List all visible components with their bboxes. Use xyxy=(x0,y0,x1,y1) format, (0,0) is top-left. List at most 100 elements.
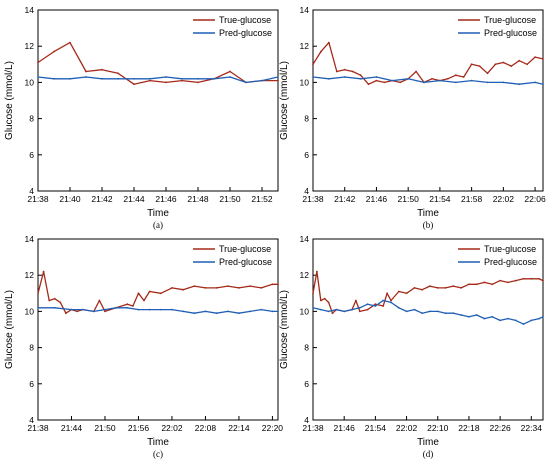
data-point xyxy=(327,310,330,313)
data-point xyxy=(462,76,465,78)
data-point xyxy=(415,70,417,73)
data-point xyxy=(526,63,528,66)
y-tick-label: 14 xyxy=(300,5,310,15)
y-tick-label: 8 xyxy=(304,343,309,353)
x-tick-label: 22:02 xyxy=(396,423,418,433)
data-point xyxy=(454,81,457,84)
plot-frame xyxy=(37,9,279,192)
data-point xyxy=(271,310,274,313)
y-tick-label: 6 xyxy=(29,150,34,160)
legend-entry: True-glucose xyxy=(219,15,271,25)
data-point xyxy=(277,310,279,313)
data-point xyxy=(37,292,39,295)
data-point xyxy=(70,308,73,311)
data-point xyxy=(374,305,377,307)
y-axis-label: Glucose (mmol/L) xyxy=(279,61,290,140)
y-tick-label: 6 xyxy=(304,379,309,389)
data-point xyxy=(538,317,540,320)
data-point xyxy=(399,81,402,84)
x-tick-label: 22:34 xyxy=(521,423,543,433)
x-tick-label: 21:46 xyxy=(366,194,388,204)
y-tick-label: 4 xyxy=(304,415,309,425)
y-axis-label: Glucose (mmol/L) xyxy=(4,61,15,140)
data-point xyxy=(98,299,101,302)
x-tick-label: 21:54 xyxy=(429,194,451,204)
data-point xyxy=(436,310,439,313)
x-tick-label: 21:46 xyxy=(334,423,356,433)
data-point xyxy=(69,41,71,44)
data-point xyxy=(226,310,229,313)
data-point xyxy=(439,79,441,82)
x-tick-label: 21:50 xyxy=(398,194,420,204)
data-point xyxy=(171,308,173,311)
data-point xyxy=(534,56,536,58)
data-point xyxy=(475,283,478,286)
data-point xyxy=(421,312,424,315)
chart-panel-4: 4 6 8 10 12 14 21:38 21:46 21:54 22:02 22:10 22:18 2… xyxy=(279,234,544,459)
y-axis-label: Glucose (mmol/L) xyxy=(279,290,290,369)
x-tick-label: 21:38 xyxy=(27,194,49,204)
data-point xyxy=(499,319,501,322)
data-point xyxy=(133,77,135,80)
data-point xyxy=(421,288,424,291)
data-point xyxy=(238,287,240,289)
plot-frame xyxy=(312,238,544,421)
data-point xyxy=(37,76,39,78)
y-tick-label: 12 xyxy=(300,270,310,280)
y-tick-label: 12 xyxy=(300,41,310,51)
data-point xyxy=(534,81,536,84)
data-point xyxy=(181,79,183,82)
data-point xyxy=(522,323,525,325)
x-tick-label: 21:38 xyxy=(302,194,324,204)
data-point xyxy=(85,76,87,78)
plot-frame xyxy=(312,9,544,192)
data-point xyxy=(542,58,544,60)
data-point xyxy=(323,297,326,300)
data-point xyxy=(386,292,388,295)
data-point xyxy=(542,279,544,282)
data-point xyxy=(431,77,433,80)
data-point xyxy=(260,308,263,311)
data-point xyxy=(502,61,505,64)
data-point xyxy=(359,74,362,77)
data-point xyxy=(444,287,447,289)
data-point xyxy=(316,270,318,273)
data-point xyxy=(436,287,439,289)
data-point xyxy=(312,292,314,295)
series-line-true-glucose xyxy=(312,41,544,85)
x-tick-label: 21:48 xyxy=(187,194,209,204)
data-point xyxy=(215,287,218,289)
series-line-true-glucose xyxy=(37,270,278,314)
data-point xyxy=(413,308,416,311)
x-tick-label: 21:38 xyxy=(302,423,324,433)
x-tick-label: 22:02 xyxy=(493,194,515,204)
data-point xyxy=(159,292,162,295)
data-point xyxy=(215,312,218,315)
data-point xyxy=(542,83,544,86)
legend-entry: True-glucose xyxy=(484,244,536,254)
data-point xyxy=(522,277,525,280)
data-point xyxy=(76,310,78,313)
data-point xyxy=(530,319,533,322)
x-tick-label: 21:44 xyxy=(123,194,145,204)
data-point xyxy=(245,81,247,84)
data-point xyxy=(407,77,410,80)
data-point xyxy=(42,270,45,273)
data-point xyxy=(104,308,106,311)
data-point xyxy=(491,315,494,318)
data-point xyxy=(193,285,196,287)
data-point xyxy=(390,299,392,302)
data-point xyxy=(261,79,263,82)
x-axis-label: Time xyxy=(417,208,439,219)
data-point xyxy=(542,315,544,318)
data-point xyxy=(444,312,447,315)
data-point xyxy=(137,292,140,295)
data-point xyxy=(59,301,62,304)
data-point xyxy=(470,63,473,66)
data-point xyxy=(452,312,455,315)
series-line-true-glucose xyxy=(37,41,278,85)
data-point xyxy=(405,310,408,313)
data-point xyxy=(382,305,385,307)
x-tick-label: 21:44 xyxy=(61,423,83,433)
